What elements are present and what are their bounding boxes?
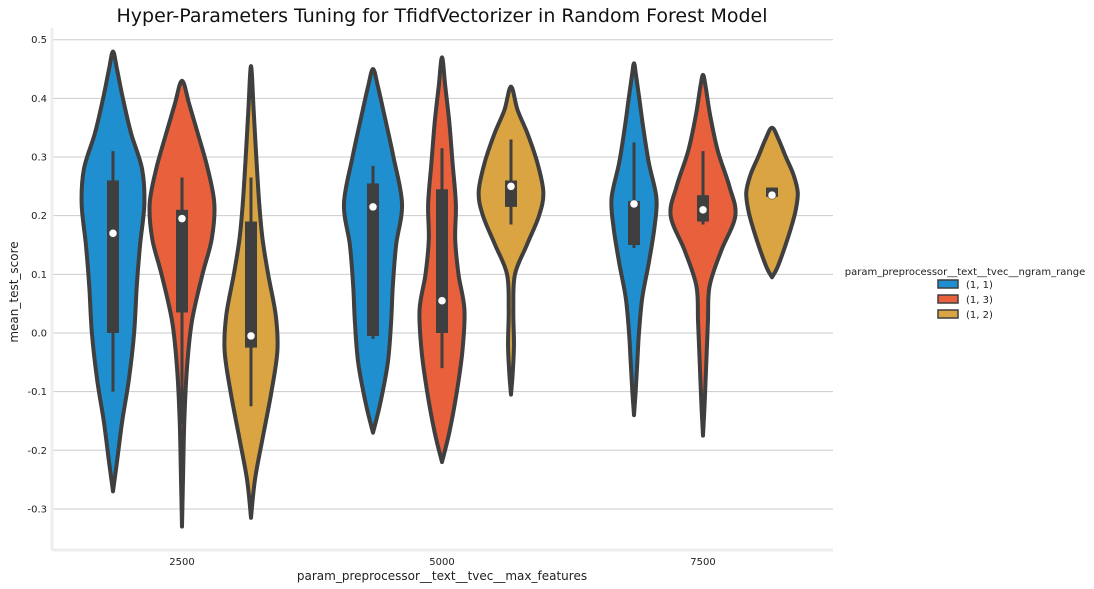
violin-iqr-box [628, 201, 640, 246]
legend-label: (1, 2) [966, 310, 993, 321]
violin-iqr-box [367, 183, 379, 336]
violin-median-point [437, 296, 447, 305]
x-tick-label: 5000 [429, 557, 454, 568]
y-axis-title: mean_test_score [7, 241, 21, 342]
violin-median-point [108, 229, 118, 238]
y-tick-label: 0.3 [31, 153, 47, 164]
violin-median-point [629, 199, 639, 209]
legend-label: (1, 1) [966, 280, 993, 291]
violin-body [476, 84, 546, 397]
violins [79, 49, 800, 529]
violin-median-point [767, 190, 777, 200]
violin-median-point [177, 214, 187, 223]
x-axis-title: param_preprocessor__text__tvec__max_feat… [297, 569, 587, 583]
chart-title: Hyper-Parameters Tuning for TfidfVectori… [116, 5, 767, 27]
x-tick-label: 2500 [169, 557, 194, 568]
legend-swatch [937, 309, 959, 319]
y-tick-label: -0.1 [27, 387, 47, 398]
violin-iqr-box [176, 209, 188, 313]
violin-iqr-box [245, 221, 257, 348]
legend-label: (1, 3) [966, 295, 993, 306]
y-tick-label: 0.2 [31, 211, 47, 222]
y-tick-label: 0.1 [31, 270, 47, 281]
legend-title: param_preprocessor__text__tvec__ngram_ra… [845, 267, 1085, 278]
violin-median-point [506, 182, 516, 191]
legend-swatch [937, 279, 959, 289]
y-tick-label: 0.4 [31, 94, 47, 105]
y-tick-label: -0.2 [27, 446, 47, 457]
violin-median-point [246, 331, 256, 341]
violin-median-point [698, 205, 708, 215]
violin-iqr-box [107, 180, 119, 333]
x-tick-label: 7500 [690, 557, 715, 568]
legend-swatch [937, 294, 959, 304]
y-tick-label: 0.5 [31, 35, 47, 46]
axes: -0.3 -0.2 -0.1 0.0 0.1 0.2 0.3 0.4 0.5 2500 5000 75… [27, 28, 833, 568]
violin-median-point [368, 202, 378, 212]
y-tick-label: 0.0 [31, 328, 47, 339]
legend: param_preprocessor__text__tvec__ngram_ra… [845, 267, 1085, 321]
violin-body [744, 125, 800, 280]
violin-iqr-box [436, 189, 448, 333]
violin-body [668, 72, 738, 438]
y-tick-label: -0.3 [27, 504, 47, 515]
